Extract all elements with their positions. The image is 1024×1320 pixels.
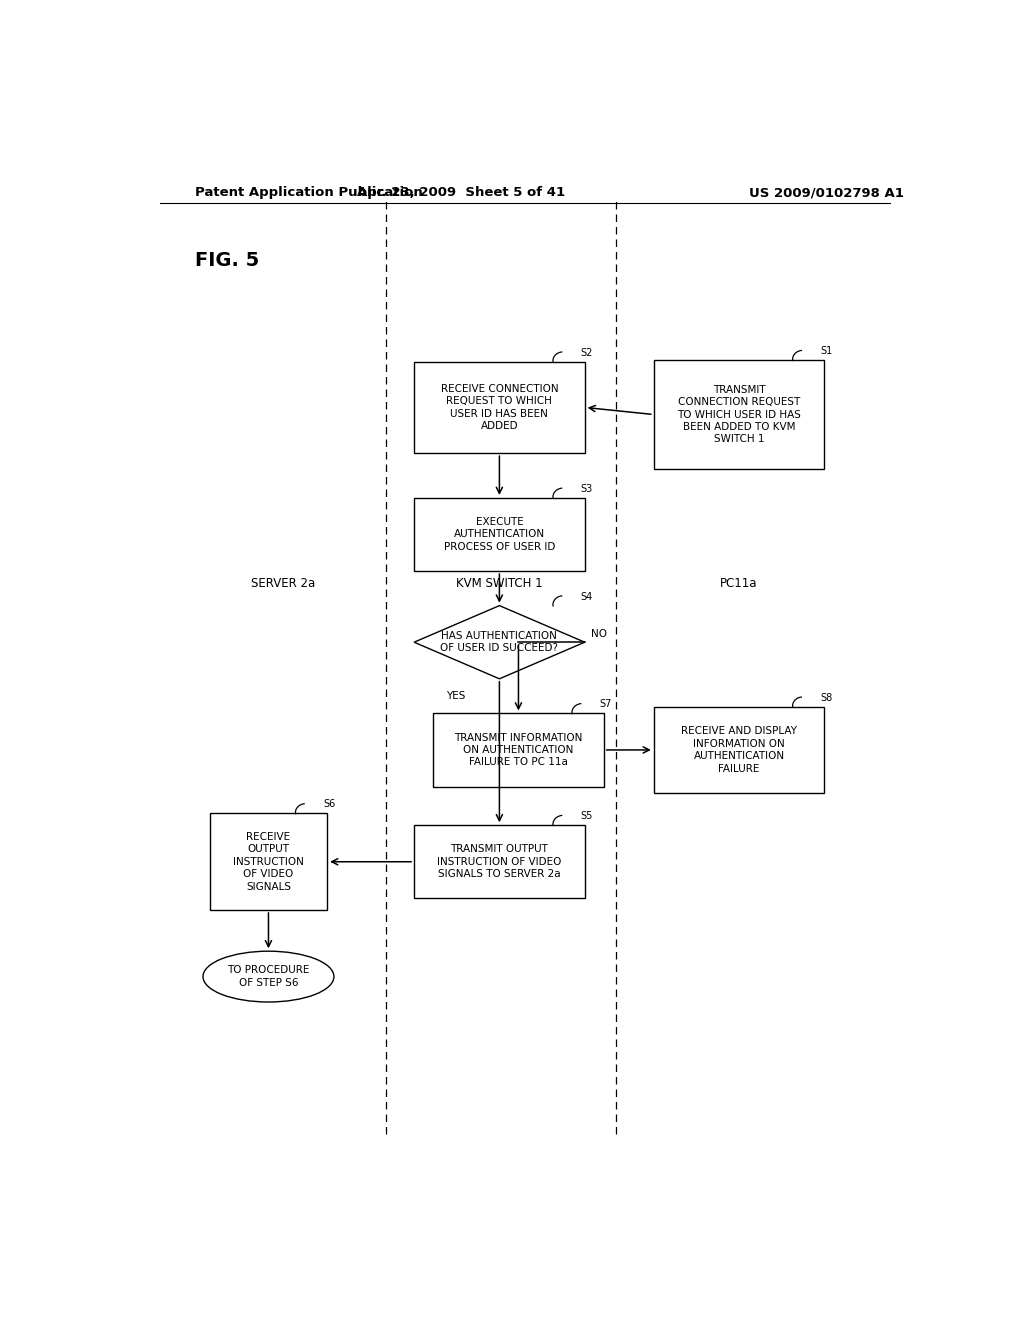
Ellipse shape: [203, 952, 334, 1002]
Text: Patent Application Publication: Patent Application Publication: [196, 186, 423, 199]
Text: RECEIVE CONNECTION
REQUEST TO WHICH
USER ID HAS BEEN
ADDED: RECEIVE CONNECTION REQUEST TO WHICH USER…: [440, 384, 558, 432]
Text: S6: S6: [324, 800, 336, 809]
Text: US 2009/0102798 A1: US 2009/0102798 A1: [749, 186, 904, 199]
Text: RECEIVE AND DISPLAY
INFORMATION ON
AUTHENTICATION
FAILURE: RECEIVE AND DISPLAY INFORMATION ON AUTHE…: [681, 726, 797, 774]
Text: TRANSMIT
CONNECTION REQUEST
TO WHICH USER ID HAS
BEEN ADDED TO KVM
SWITCH 1: TRANSMIT CONNECTION REQUEST TO WHICH USE…: [677, 384, 801, 445]
Text: EXECUTE
AUTHENTICATION
PROCESS OF USER ID: EXECUTE AUTHENTICATION PROCESS OF USER I…: [443, 517, 555, 552]
Text: FIG. 5: FIG. 5: [196, 251, 260, 269]
Text: RECEIVE
OUTPUT
INSTRUCTION
OF VIDEO
SIGNALS: RECEIVE OUTPUT INSTRUCTION OF VIDEO SIGN…: [233, 832, 304, 891]
Text: TRANSMIT OUTPUT
INSTRUCTION OF VIDEO
SIGNALS TO SERVER 2a: TRANSMIT OUTPUT INSTRUCTION OF VIDEO SIG…: [437, 845, 561, 879]
Text: TRANSMIT INFORMATION
ON AUTHENTICATION
FAILURE TO PC 11a: TRANSMIT INFORMATION ON AUTHENTICATION F…: [455, 733, 583, 767]
Bar: [414, 498, 585, 572]
Bar: [210, 813, 328, 909]
Text: S4: S4: [581, 591, 593, 602]
Bar: [653, 706, 824, 793]
Bar: [653, 360, 824, 469]
Polygon shape: [414, 606, 585, 678]
Text: Apr. 23, 2009  Sheet 5 of 41: Apr. 23, 2009 Sheet 5 of 41: [357, 186, 565, 199]
Text: S7: S7: [600, 700, 612, 709]
Text: PC11a: PC11a: [720, 577, 758, 590]
Text: S1: S1: [820, 346, 833, 356]
Text: S2: S2: [581, 347, 593, 358]
Text: YES: YES: [446, 690, 466, 701]
Text: S8: S8: [820, 693, 833, 702]
Text: KVM SWITCH 1: KVM SWITCH 1: [456, 577, 543, 590]
Text: S3: S3: [581, 484, 593, 494]
Text: HAS AUTHENTICATION
OF USER ID SUCCEED?: HAS AUTHENTICATION OF USER ID SUCCEED?: [440, 631, 558, 653]
Bar: [433, 713, 604, 787]
Text: SERVER 2a: SERVER 2a: [251, 577, 314, 590]
Text: TO PROCEDURE
OF STEP S6: TO PROCEDURE OF STEP S6: [227, 965, 309, 987]
Text: NO: NO: [591, 630, 607, 639]
Text: S5: S5: [581, 810, 593, 821]
Bar: [414, 825, 585, 899]
Bar: [414, 362, 585, 453]
